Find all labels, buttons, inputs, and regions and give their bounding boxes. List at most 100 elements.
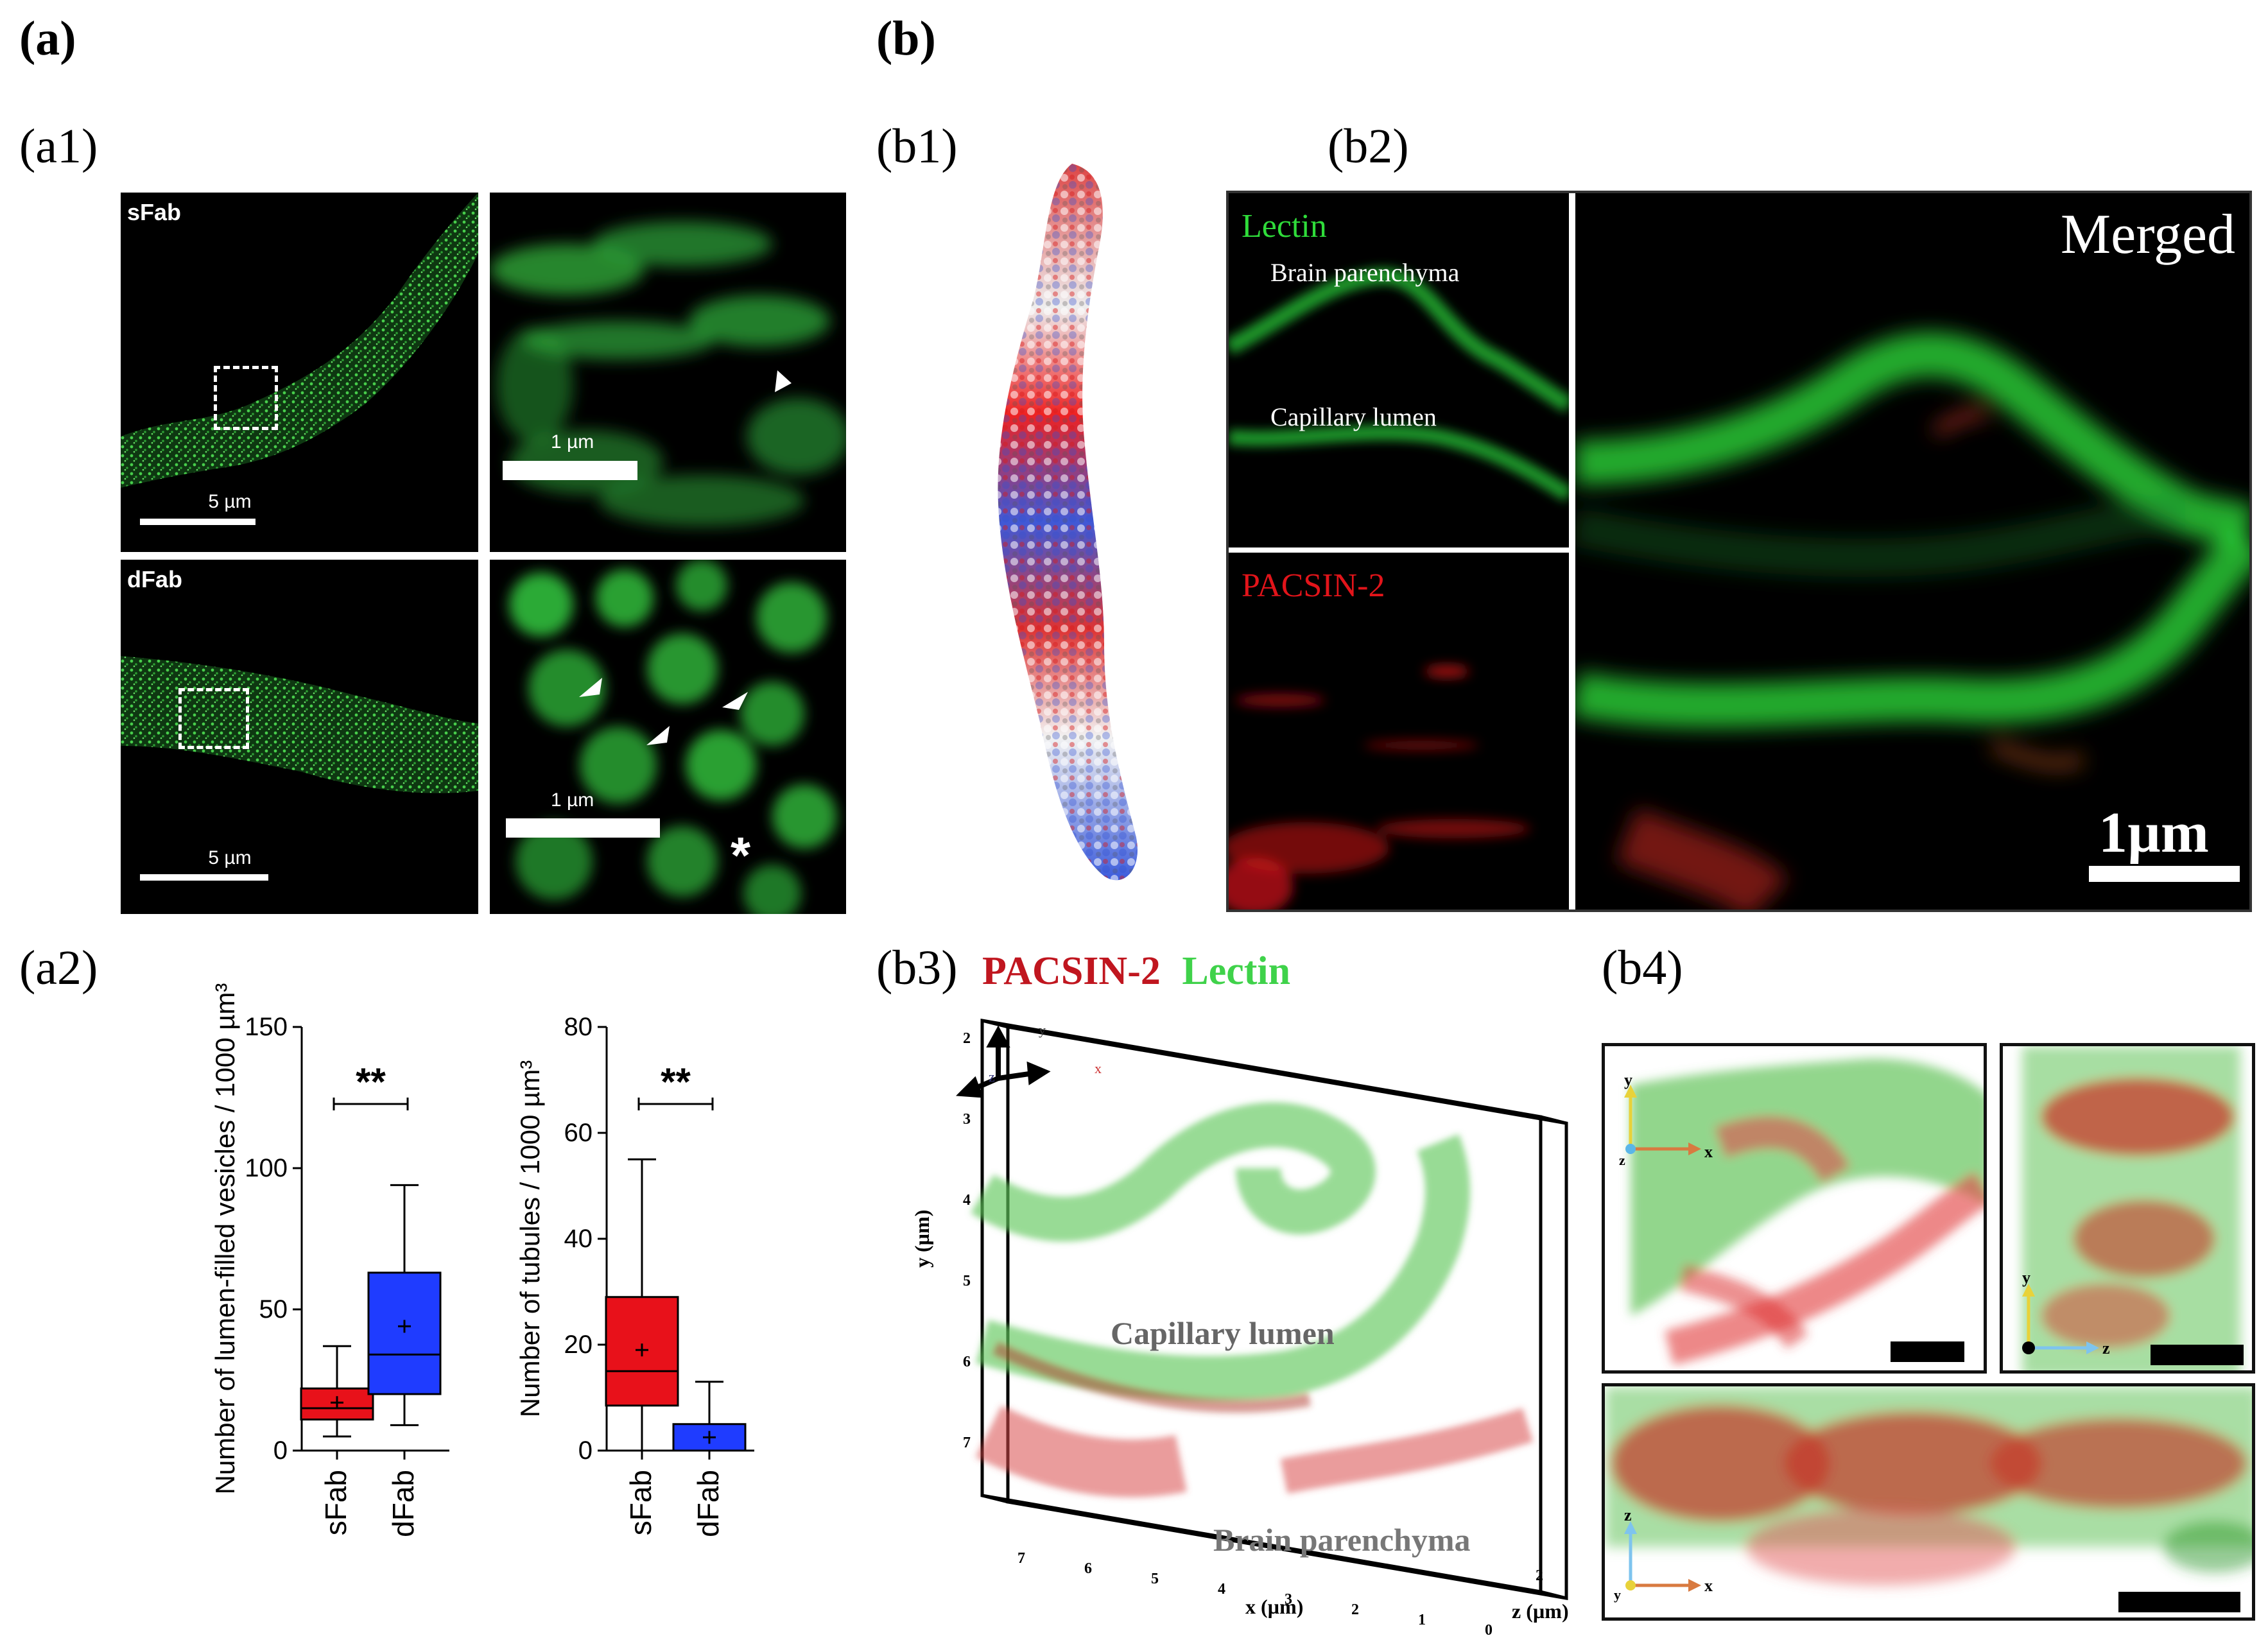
dfab-zoom-image: 1 µm * [490,560,846,914]
x-tick-label: sFab [319,1470,352,1535]
b4-axis-y-letter: y [1614,1587,1621,1603]
y-axis-label: Number of lumen-filled vesicles / 1000 µ… [210,983,240,1495]
b4-xz-axes [1624,1521,1701,1592]
y-tick-label: 0 [273,1436,288,1465]
scale-bar-label: 5 µm [208,847,252,868]
lectin-label: Lectin [1242,208,1327,245]
b4-scale-bar [1891,1341,1964,1362]
b3-y-axis-label: y (µm) [910,1209,933,1268]
b4-zy-axes [2022,1284,2099,1354]
b3-x-tick-label: 3 [1285,1591,1292,1608]
x-tick-label: sFab [624,1470,657,1535]
dfab-overview-image: dFab 5 µm [121,560,478,914]
b4-axis-z-letter: z [2102,1339,2110,1358]
arrowhead-icon [646,726,670,745]
b3-x-tick-label: 2 [1351,1601,1359,1618]
b3-x-tick-label: 5 [1151,1571,1159,1587]
capillary-lumen-label: Capillary lumen [1270,402,1437,431]
y-tick-label: 0 [578,1436,593,1465]
chart-tubules: 0 20 40 60 80 Number of tubules / 1000 µm³ sFa… [515,1013,754,1537]
protein-surface-model [998,164,1138,881]
significance-label: ** [356,1060,386,1103]
sfab-zoom-image: 1 µm [490,193,846,552]
b4-axis-x-letter: x [1704,1576,1713,1595]
y-tick-label: 20 [564,1331,593,1359]
lectin-capillary [1229,268,1569,502]
panel-b-label: (b) [876,12,936,65]
panel-b3-label: (b3) [876,941,958,995]
b3-y-tick-label: 4 [963,1192,971,1209]
dfab-zoom-texture [509,560,836,914]
scale-bar [140,874,268,881]
merged-capillary [1575,332,2249,910]
b3-z-tick: 2 [1536,1567,1543,1584]
b4-zy-view: y z [2000,1043,2255,1374]
b3-title-lectin: Lectin [1182,949,1291,993]
b4-xy-render [1624,1058,1984,1365]
zoom-scale-label: 1 µm [551,431,594,453]
panel-a2-label: (a2) [19,941,98,995]
pacsin2-signal [1229,666,1530,910]
b3-x-tick-label: 6 [1084,1560,1092,1577]
y-tick-label: 100 [245,1154,288,1182]
b3-x-tick-label: 0 [1485,1622,1493,1638]
sfab-label: sFab [127,199,182,225]
asterisk-marker: * [731,827,751,884]
y-tick-label: 60 [564,1119,593,1147]
b3-x-tick-label: 1 [1418,1612,1426,1628]
b4-axis-y-letter: y [1624,1071,1632,1089]
zoom-region-box [214,366,278,430]
b3-title-pacsin2: PACSIN-2 [982,949,1161,993]
b3-axis-z-letter: z [989,1069,995,1085]
b4-scale-bar [2151,1345,2244,1365]
zoom-region-box [178,688,249,749]
b4-xz-render [1605,1386,2252,1612]
b3-axis-x-letter: x [1095,1060,1102,1076]
pacsin2-channel-image: PACSIN-2 [1229,553,1569,910]
scale-bar [140,519,255,525]
b4-scale-bar [2118,1592,2240,1612]
b3-y-tick-label: 5 [963,1273,971,1289]
x-tick-label: dFab [386,1470,420,1537]
b4-xy-axes [1624,1085,1701,1155]
b3-y-tick-label: 6 [963,1354,971,1370]
y-tick-label: 50 [259,1295,288,1323]
b3-x-axis-label: x (µm) [1245,1595,1304,1618]
b3-y-tick-label: 2 [963,1030,971,1047]
pacsin2-label: PACSIN-2 [1242,567,1385,604]
sfab-cell-shape [121,193,478,488]
merged-scale-label: 1µm [2099,801,2209,865]
arrowhead-icon [722,692,748,710]
b4-axis-x-letter: x [1704,1142,1713,1161]
b3-title: PACSIN-2 Lectin [982,949,1290,994]
b4-axis-z-letter: z [1624,1506,1632,1524]
zoom-scale-bar [506,818,660,838]
merged-image: Merged 1µm [1575,193,2249,910]
b3-x-tick-label: 7 [1017,1550,1025,1567]
y-tick-label: 150 [245,1013,288,1041]
panel-b2-label: (b2) [1328,119,1409,173]
b3-3d-render [955,1019,1568,1600]
lectin-channel-image: Lectin Brain parenchyma Capillary lumen [1229,193,1569,547]
brain-parenchyma-label: Brain parenchyma [1270,258,1460,287]
arrowhead-icon [579,678,602,697]
scale-bar-label: 5 µm [208,491,252,512]
b4-xy-view: y x z [1602,1043,1987,1374]
b4-zy-render [2022,1046,2244,1370]
b3-brain-parenchyma-label: Brain parenchyma [1213,1522,1471,1558]
arrowhead-icon [775,370,792,392]
panel-a-label: (a) [19,12,76,65]
box-dFab [367,1272,442,1395]
panel-b1-label: (b1) [876,119,958,173]
y-axis-label: Number of tubules / 1000 µm³ [515,1060,545,1417]
y-tick-label: 80 [564,1013,593,1041]
y-tick-label: 40 [564,1225,593,1253]
b4-axis-z-letter: z [1619,1152,1625,1168]
b3-axis-y-letter: y [1039,1022,1046,1038]
b4-xz-view: z x y [1602,1383,2255,1621]
panel-a1-label: (a1) [19,119,98,173]
b3-y-tick-label: 3 [963,1111,971,1128]
b3-axis-triad [955,1025,1051,1098]
b3-z-axis-label: z (µm) [1512,1599,1569,1623]
b3-x-tick-label: 4 [1218,1581,1225,1598]
